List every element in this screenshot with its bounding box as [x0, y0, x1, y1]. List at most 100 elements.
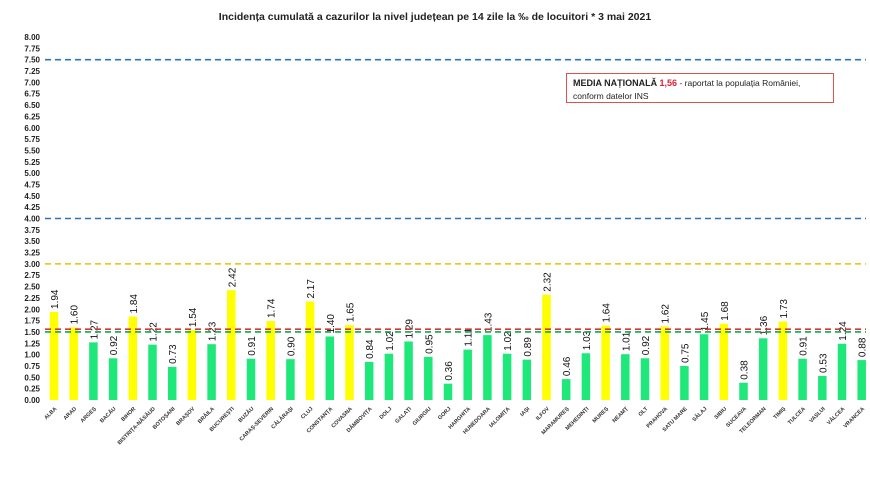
y-tick-label: 4.50 [24, 192, 40, 201]
data-label: 1.43 [483, 312, 494, 332]
bar [49, 311, 59, 400]
x-tick-label: OLT [638, 406, 650, 418]
data-label: 0.53 [818, 353, 829, 373]
bar [522, 359, 532, 400]
bar [384, 353, 394, 400]
bar [463, 349, 472, 400]
x-tick-label: ILFOV [535, 406, 551, 422]
y-tick-label: 2.00 [24, 305, 40, 314]
data-label: 1.84 [129, 294, 140, 314]
data-label: 0.36 [444, 361, 455, 381]
annotation-text: - raportat la populația României, [677, 78, 801, 88]
bar [621, 354, 630, 400]
data-label: 1.02 [503, 331, 514, 351]
y-tick-label: 3.50 [24, 237, 40, 246]
data-label: 1.22 [149, 322, 160, 342]
y-tick-label: 1.75 [24, 317, 40, 326]
data-label: 0.95 [424, 334, 435, 354]
y-tick-label: 5.00 [24, 169, 40, 178]
national-average-annotation: MEDIA NAȚIONALĂ 1,56 - raportat la popul… [566, 73, 834, 103]
bar [660, 326, 669, 400]
y-tick-label: 3.25 [24, 249, 40, 258]
y-tick-label: 1.50 [24, 328, 40, 337]
bar [207, 344, 216, 400]
bar [443, 383, 453, 400]
data-label: 1.65 [346, 302, 357, 322]
x-tick-label: VASLUI [808, 406, 827, 425]
bar [364, 361, 374, 400]
bar [798, 358, 807, 400]
x-tick-label: TIMIȘ [773, 406, 788, 421]
x-tick-label: NEAMȚ [612, 406, 631, 425]
y-tick-label: 7.75 [24, 44, 40, 53]
y-tick-label: 7.00 [24, 78, 40, 87]
data-label: 1.01 [621, 331, 632, 351]
bar [266, 321, 275, 400]
data-label: 1.45 [700, 311, 711, 331]
data-label: 1.23 [208, 321, 219, 341]
bar [601, 325, 610, 400]
bar [187, 330, 197, 400]
y-tick-label: 6.25 [24, 112, 40, 121]
bar [345, 325, 354, 400]
data-label: 0.92 [109, 335, 120, 355]
y-tick-label: 4.75 [24, 180, 40, 189]
bar [246, 358, 256, 400]
bar [286, 359, 295, 400]
chart-title: Incidența cumulată a cazurilor la nivel … [218, 11, 652, 23]
data-label: 2.42 [227, 267, 238, 287]
data-label: 1.11 [464, 327, 475, 346]
y-tick-label: 6.50 [24, 101, 40, 110]
bar [542, 294, 551, 400]
bar [719, 323, 729, 400]
data-label: 1.27 [89, 319, 100, 339]
data-label: 1.62 [661, 304, 672, 324]
y-tick-label: 5.50 [24, 146, 40, 155]
x-tick-label: ARGEȘ [80, 406, 98, 424]
x-tick-label: GORJ [437, 406, 452, 421]
y-tick-label: 1.25 [24, 339, 40, 348]
bar [128, 316, 138, 400]
x-tick-label: BRĂILA [196, 405, 216, 425]
bar [502, 353, 512, 400]
bar [424, 356, 433, 400]
x-tick-label: GIURGIU [412, 406, 433, 427]
data-label: 0.73 [168, 344, 179, 364]
bar [89, 342, 98, 400]
data-label: 0.38 [740, 360, 751, 380]
y-tick-label: 0.00 [24, 396, 40, 405]
y-tick-label: 6.00 [24, 124, 40, 133]
data-label: 1.68 [720, 301, 731, 321]
y-tick-label: 5.75 [24, 135, 40, 144]
annotation-label: MEDIA NAȚIONALĂ [573, 78, 658, 88]
data-label: 1.24 [838, 321, 849, 341]
x-tick-label: DOLJ [379, 406, 394, 421]
x-tick-label: ARAD [63, 406, 78, 421]
bar [739, 382, 748, 400]
bar [69, 327, 78, 400]
y-tick-label: 3.75 [24, 226, 40, 235]
bar [148, 344, 157, 400]
y-tick-label: 7.25 [24, 67, 40, 76]
y-tick-label: 4.00 [24, 215, 40, 224]
x-tick-label: BIHOR [120, 406, 137, 423]
bar [561, 379, 571, 400]
y-tick-label: 2.50 [24, 283, 40, 292]
data-label: 1.94 [50, 289, 61, 309]
data-label: 2.17 [306, 279, 317, 299]
data-label: 0.92 [641, 335, 652, 355]
y-tick-label: 0.25 [24, 385, 40, 394]
bar [325, 336, 335, 400]
bar [680, 365, 689, 400]
bar [305, 301, 315, 400]
y-tick-label: 8.00 [24, 33, 40, 42]
data-label: 2.32 [543, 272, 554, 292]
bar [108, 358, 118, 400]
data-label: 1.36 [759, 315, 770, 335]
data-label: 0.89 [523, 337, 534, 357]
annotation-line2: conform datelor INS [573, 91, 649, 101]
data-label: 0.91 [247, 336, 258, 356]
x-tick-label: CARAȘ-SEVERIN [239, 406, 275, 442]
data-label: 1.74 [267, 298, 278, 318]
